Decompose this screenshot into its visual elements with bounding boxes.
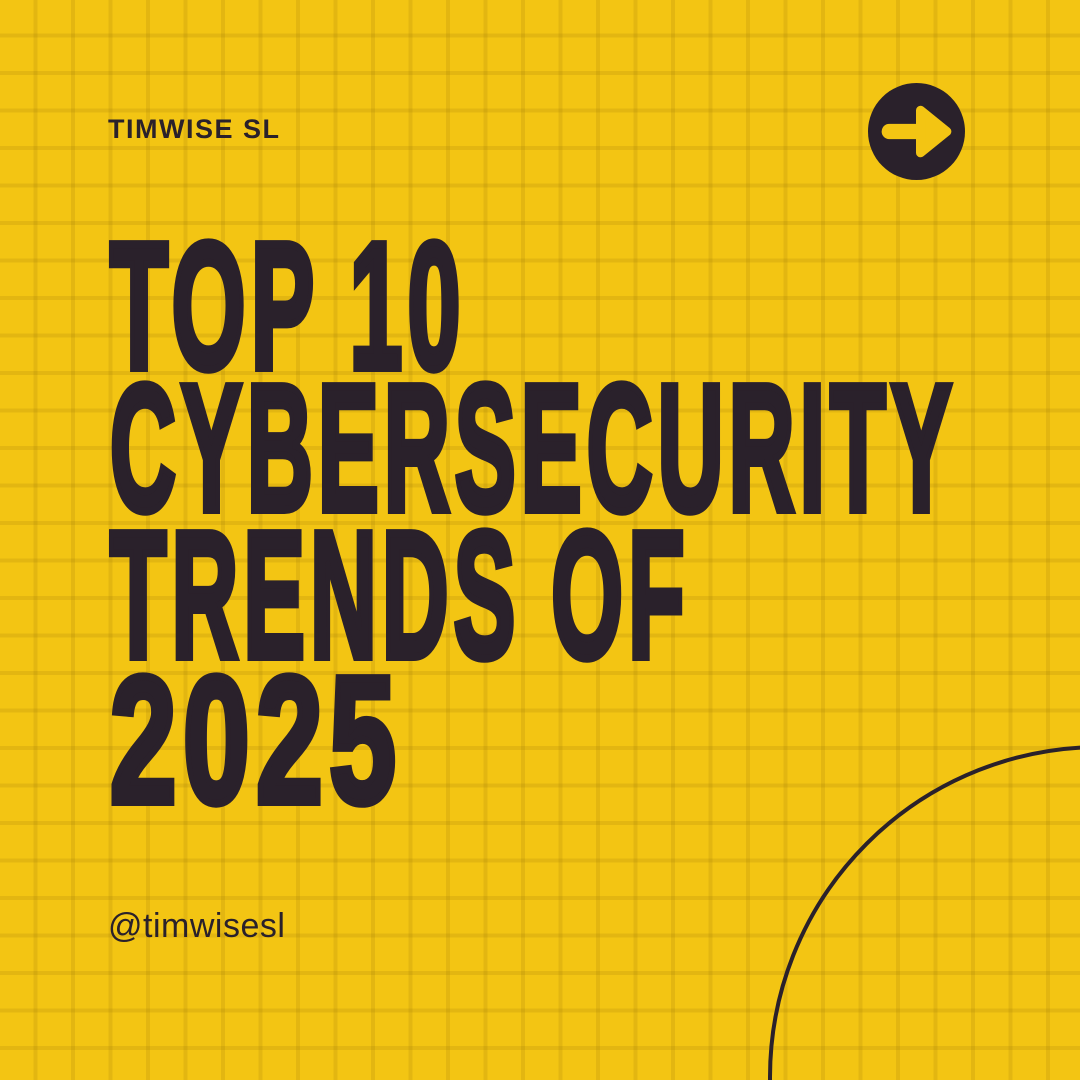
title-line-4: 2025 bbox=[107, 640, 403, 841]
social-handle: @timwisesl bbox=[108, 907, 286, 945]
arrow-right-icon bbox=[868, 83, 965, 180]
title-line-2: CYBERSECURITY bbox=[108, 348, 957, 549]
next-button[interactable] bbox=[868, 83, 965, 180]
brand-label: TIMWISE SL bbox=[108, 114, 281, 144]
title-line-3: TRENDS OF bbox=[108, 495, 690, 696]
title-line-1: TOP 10 bbox=[108, 206, 466, 407]
